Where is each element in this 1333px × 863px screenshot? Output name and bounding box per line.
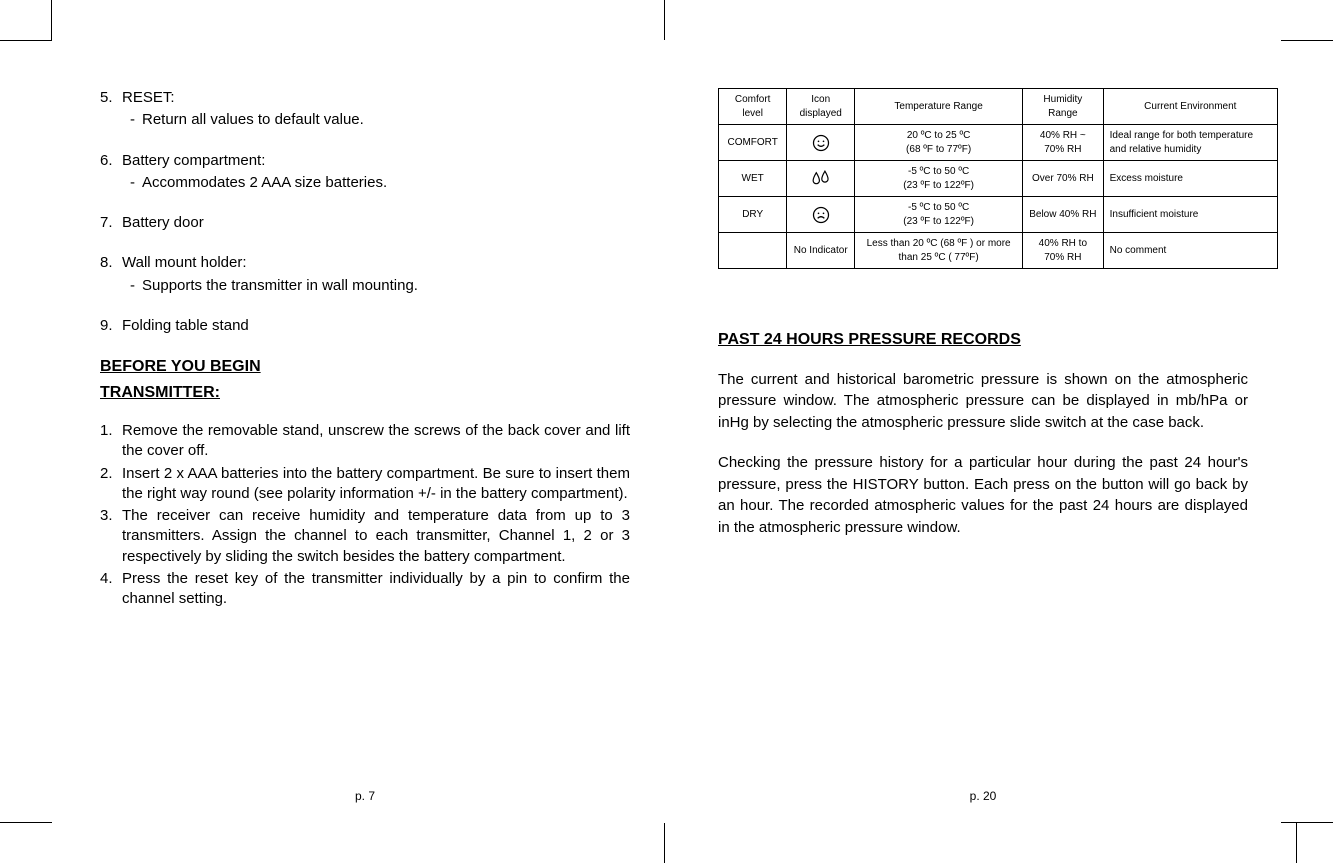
feature-item: 6.Battery compartment: — [100, 151, 630, 171]
cell-level: DRY — [719, 197, 787, 233]
step-text: Press the reset key of the transmitter i… — [122, 569, 630, 610]
crop-mark — [0, 40, 52, 41]
cell-level — [719, 233, 787, 269]
cell-icon — [787, 161, 855, 197]
comfort-table: Comfort levelIcon displayedTemperature R… — [718, 88, 1278, 269]
cell-temp: 20 ºC to 25 ºC(68 ºF to 77ºF) — [855, 125, 1023, 161]
item-number: 8. — [100, 253, 122, 273]
page-number-left: p. 7 — [100, 789, 630, 803]
cell-icon — [787, 125, 855, 161]
table-header: Humidity Range — [1023, 89, 1104, 125]
step-text: The receiver can receive humidity and te… — [122, 506, 630, 567]
cell-temp: -5 ºC to 50 ºC(23 ºF to 122ºF) — [855, 161, 1023, 197]
step-item: 3.The receiver can receive humidity and … — [100, 506, 630, 567]
feature-sub: -Return all values to default value. — [100, 110, 630, 130]
crop-mark — [1281, 822, 1333, 823]
item-label: Wall mount holder: — [122, 253, 247, 273]
step-text: Insert 2 x AAA batteries into the batter… — [122, 464, 630, 505]
item-number: 5. — [100, 88, 122, 108]
heading-pressure-records: PAST 24 HOURS PRESSURE RECORDS — [718, 329, 1248, 351]
heading-transmitter: TRANSMITTER: — [100, 382, 630, 404]
feature-sub: -Supports the transmitter in wall mounti… — [100, 276, 630, 296]
cell-level: WET — [719, 161, 787, 197]
step-number: 4. — [100, 569, 122, 610]
cell-temp: Less than 20 ºC (68 ºF ) or more than 25… — [855, 233, 1023, 269]
feature-sub: -Accommodates 2 AAA size batteries. — [100, 173, 630, 193]
sub-text: Accommodates 2 AAA size batteries. — [142, 173, 387, 193]
right-page: Comfort levelIcon displayedTemperature R… — [718, 88, 1248, 557]
sub-text: Return all values to default value. — [142, 110, 364, 130]
item-label: Battery compartment: — [122, 151, 265, 171]
cell-humidity: 40% RH to 70% RH — [1023, 233, 1104, 269]
pressure-para-2: Checking the pressure history for a part… — [718, 452, 1248, 539]
cell-humidity: Over 70% RH — [1023, 161, 1104, 197]
cell-level: COMFORT — [719, 125, 787, 161]
sad-icon — [811, 205, 831, 225]
table-row: WET -5 ºC to 50 ºC(23 ºF to 122ºF)Over 70… — [719, 161, 1278, 197]
table-row: COMFORT 20 ºC to 25 ºC(68 ºF to 77ºF)40% … — [719, 125, 1278, 161]
item-label: RESET: — [122, 88, 175, 108]
table-row: DRY -5 ºC to 50 ºC(23 ºF to 122ºF)Below 4… — [719, 197, 1278, 233]
feature-item: 9. Folding table stand — [100, 316, 630, 336]
table-header: Current Environment — [1103, 89, 1277, 125]
cell-icon: No Indicator — [787, 233, 855, 269]
step-text: Remove the removable stand, unscrew the … — [122, 421, 630, 462]
feature-item: 7.Battery door — [100, 213, 630, 233]
table-row: No IndicatorLess than 20 ºC (68 ºF ) or … — [719, 233, 1278, 269]
item-label: Folding table stand — [122, 316, 249, 336]
transmitter-steps: 1.Remove the removable stand, unscrew th… — [100, 421, 630, 609]
cell-env: Insufficient moisture — [1103, 197, 1277, 233]
item-number: 7. — [100, 213, 122, 233]
pressure-body: The current and historical barometric pr… — [718, 369, 1248, 539]
step-number: 3. — [100, 506, 122, 567]
cell-env: Ideal range for both temperature and rel… — [1103, 125, 1277, 161]
cell-icon — [787, 197, 855, 233]
page-number-right: p. 20 — [718, 789, 1248, 803]
cell-env: No comment — [1103, 233, 1277, 269]
table-header: Icon displayed — [787, 89, 855, 125]
crop-mark — [1296, 823, 1297, 863]
cell-humidity: 40% RH ~ 70% RH — [1023, 125, 1104, 161]
step-item: 4.Press the reset key of the transmitter… — [100, 569, 630, 610]
drops-icon — [810, 169, 832, 189]
left-page: 5.RESET:-Return all values to default va… — [100, 88, 630, 611]
heading-before-you-begin: BEFORE YOU BEGIN — [100, 356, 630, 378]
cell-env: Excess moisture — [1103, 161, 1277, 197]
cell-humidity: Below 40% RH — [1023, 197, 1104, 233]
smile-icon — [811, 133, 831, 153]
table-header: Temperature Range — [855, 89, 1023, 125]
step-number: 2. — [100, 464, 122, 505]
crop-mark — [664, 823, 665, 863]
sub-text: Supports the transmitter in wall mountin… — [142, 276, 418, 296]
crop-mark — [0, 822, 52, 823]
feature-item: 5.RESET: — [100, 88, 630, 108]
pressure-para-1: The current and historical barometric pr… — [718, 369, 1248, 434]
table-header: Comfort level — [719, 89, 787, 125]
item-number: 9. — [100, 316, 122, 336]
feature-list: 5.RESET:-Return all values to default va… — [100, 88, 630, 356]
item-label: Battery door — [122, 213, 204, 233]
step-item: 1.Remove the removable stand, unscrew th… — [100, 421, 630, 462]
crop-mark — [36, 0, 52, 40]
crop-mark — [664, 0, 665, 40]
step-item: 2.Insert 2 x AAA batteries into the batt… — [100, 464, 630, 505]
item-number: 6. — [100, 151, 122, 171]
step-number: 1. — [100, 421, 122, 462]
crop-mark — [1281, 40, 1333, 41]
feature-item: 8.Wall mount holder: — [100, 253, 630, 273]
cell-temp: -5 ºC to 50 ºC(23 ºF to 122ºF) — [855, 197, 1023, 233]
